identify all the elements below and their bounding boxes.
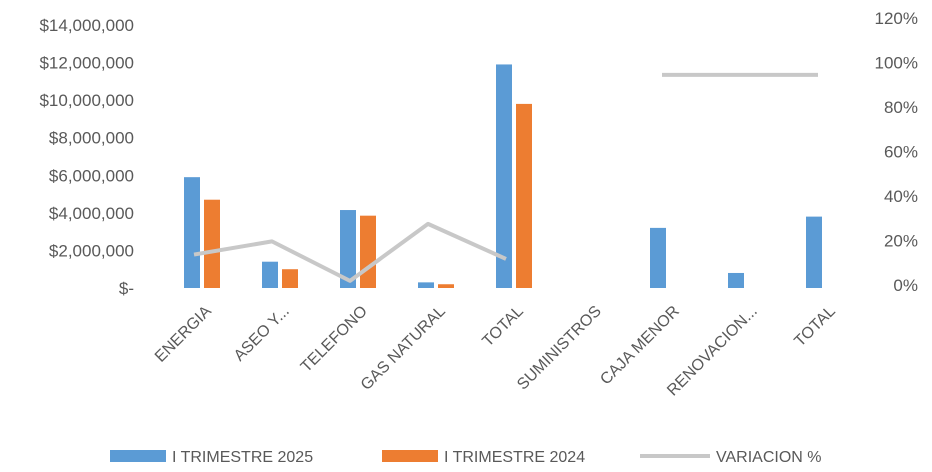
y-tick-label: $14,000,000 [39, 16, 134, 35]
y2-tick-label: 100% [875, 54, 918, 73]
bar [360, 215, 376, 288]
y2-tick-label: 0% [893, 276, 918, 295]
y2-axis-ticks: 120% 100% 80% 60% 40% 20% 0% [875, 9, 918, 295]
y-tick-label: $8,000,000 [49, 129, 134, 148]
y-tick-label: $12,000,000 [39, 54, 134, 73]
bar [184, 177, 200, 288]
x-category-label: TOTAL [479, 303, 527, 351]
y2-tick-label: 40% [884, 187, 918, 206]
y-tick-label: $10,000,000 [39, 91, 134, 110]
bar [806, 216, 822, 288]
legend-label: I TRIMESTRE 2025 [172, 449, 313, 466]
y2-tick-label: 20% [884, 232, 918, 251]
bar [728, 272, 744, 288]
y2-tick-label: 80% [884, 98, 918, 117]
bar [262, 261, 278, 288]
legend-label: I TRIMESTRE 2024 [444, 449, 585, 466]
variation-line-segment [193, 221, 507, 283]
y-axis-ticks: $14,000,000 $12,000,000 $10,000,000 $8,000,… [39, 16, 134, 298]
y-tick-label: $- [119, 279, 134, 298]
x-category-label: TOTAL [791, 303, 839, 351]
bar [204, 199, 220, 288]
x-category-label: SUMINISTROS [514, 303, 605, 394]
x-category-label: ASEO Y... [231, 303, 293, 365]
x-category-label: CAJA MENOR [597, 303, 683, 389]
bar [438, 284, 454, 288]
x-category-label: GAS NATURAL [358, 303, 449, 394]
x-category-label: ENERGIA [152, 303, 215, 366]
legend-swatch [382, 450, 438, 462]
bar [340, 210, 356, 288]
bars [184, 64, 822, 289]
bar [650, 227, 666, 288]
y-tick-label: $4,000,000 [49, 204, 134, 223]
y-tick-label: $2,000,000 [49, 241, 134, 260]
bar [516, 103, 532, 289]
y2-tick-label: 120% [875, 9, 918, 28]
bar [496, 64, 512, 288]
legend-swatch [110, 450, 166, 462]
y-tick-label: $6,000,000 [49, 166, 134, 185]
y2-tick-label: 60% [884, 143, 918, 162]
bar [418, 282, 434, 288]
x-category-label: TELEFONO [298, 303, 371, 376]
bar [282, 269, 298, 288]
legend-label: VARIACION % [716, 449, 822, 466]
variation-line [193, 72, 818, 283]
legend: I TRIMESTRE 2025 I TRIMESTRE 2024 VARIACIO… [110, 449, 822, 466]
